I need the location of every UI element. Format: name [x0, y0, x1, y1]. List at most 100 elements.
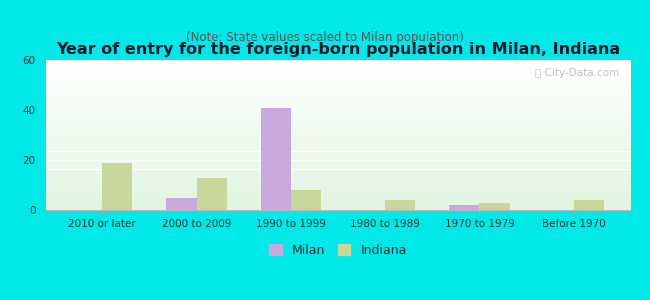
- Bar: [46, 205, 630, 206]
- Bar: [46, 61, 630, 62]
- Bar: [46, 153, 630, 154]
- Bar: [46, 158, 630, 159]
- Bar: [46, 134, 630, 135]
- Bar: [46, 149, 630, 150]
- Bar: [46, 208, 630, 209]
- Bar: [46, 186, 630, 187]
- Bar: [46, 135, 630, 136]
- Bar: [46, 72, 630, 73]
- Bar: [46, 92, 630, 93]
- Bar: [574, 200, 604, 210]
- Bar: [46, 179, 630, 180]
- Title: Year of entry for the foreign-born population in Milan, Indiana: Year of entry for the foreign-born popul…: [56, 42, 620, 57]
- Bar: [46, 124, 630, 125]
- Bar: [46, 69, 630, 70]
- Bar: [46, 114, 630, 115]
- Bar: [46, 94, 630, 95]
- Bar: [46, 209, 630, 210]
- Bar: [261, 107, 291, 210]
- Bar: [46, 107, 630, 108]
- Bar: [46, 155, 630, 156]
- Bar: [46, 193, 630, 194]
- Bar: [46, 203, 630, 204]
- Bar: [46, 194, 630, 195]
- Bar: [46, 131, 630, 132]
- Bar: [46, 199, 630, 200]
- Bar: [46, 189, 630, 190]
- Bar: [46, 197, 630, 198]
- Bar: [46, 140, 630, 141]
- Bar: [46, 99, 630, 100]
- Legend: Milan, Indiana: Milan, Indiana: [266, 240, 410, 261]
- Bar: [46, 105, 630, 106]
- Bar: [46, 73, 630, 74]
- Bar: [46, 125, 630, 126]
- Bar: [46, 93, 630, 94]
- Bar: [46, 180, 630, 181]
- Bar: [46, 88, 630, 89]
- Bar: [46, 166, 630, 167]
- Bar: [46, 183, 630, 184]
- Bar: [46, 152, 630, 153]
- Bar: [46, 120, 630, 121]
- Bar: [46, 207, 630, 208]
- Bar: [46, 154, 630, 155]
- Bar: [46, 102, 630, 103]
- Bar: [46, 160, 630, 161]
- Bar: [46, 132, 630, 133]
- Text: (Note: State values scaled to Milan population): (Note: State values scaled to Milan popu…: [186, 32, 464, 44]
- Bar: [46, 84, 630, 85]
- Bar: [46, 177, 630, 178]
- Bar: [46, 143, 630, 144]
- Bar: [46, 95, 630, 96]
- Bar: [46, 190, 630, 191]
- Bar: [46, 90, 630, 91]
- Bar: [46, 128, 630, 129]
- Bar: [46, 76, 630, 77]
- Bar: [46, 202, 630, 203]
- Bar: [46, 110, 630, 111]
- Bar: [46, 89, 630, 90]
- Bar: [46, 163, 630, 164]
- Bar: [46, 77, 630, 78]
- Text: ⓘ City-Data.com: ⓘ City-Data.com: [534, 68, 619, 77]
- Bar: [46, 146, 630, 147]
- Bar: [46, 86, 630, 87]
- Bar: [46, 118, 630, 119]
- Bar: [46, 91, 630, 92]
- Bar: [46, 79, 630, 80]
- Bar: [46, 184, 630, 185]
- Bar: [46, 100, 630, 101]
- Bar: [46, 196, 630, 197]
- Bar: [480, 202, 510, 210]
- Bar: [46, 181, 630, 182]
- Bar: [46, 164, 630, 165]
- Bar: [46, 67, 630, 68]
- Bar: [46, 111, 630, 112]
- Bar: [46, 136, 630, 137]
- Bar: [46, 161, 630, 162]
- Bar: [385, 200, 415, 210]
- Bar: [46, 66, 630, 67]
- Bar: [46, 138, 630, 139]
- Bar: [46, 144, 630, 145]
- Bar: [46, 96, 630, 97]
- Bar: [46, 109, 630, 110]
- Bar: [46, 115, 630, 116]
- Bar: [46, 64, 630, 65]
- Bar: [46, 63, 630, 64]
- Bar: [46, 121, 630, 122]
- Bar: [46, 83, 630, 84]
- Bar: [46, 142, 630, 143]
- Bar: [46, 182, 630, 183]
- Bar: [46, 162, 630, 163]
- Bar: [46, 201, 630, 202]
- Bar: [46, 157, 630, 158]
- Bar: [46, 82, 630, 83]
- Bar: [46, 129, 630, 130]
- Bar: [46, 192, 630, 193]
- Bar: [46, 147, 630, 148]
- Bar: [46, 188, 630, 189]
- Bar: [46, 126, 630, 127]
- Bar: [46, 173, 630, 174]
